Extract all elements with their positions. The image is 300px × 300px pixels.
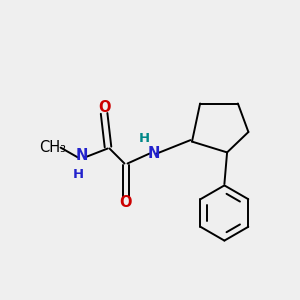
- Text: H: H: [72, 167, 84, 181]
- Text: O: O: [98, 100, 110, 116]
- Text: O: O: [120, 195, 132, 210]
- Text: H: H: [139, 131, 150, 145]
- Text: N: N: [76, 148, 88, 164]
- Text: N: N: [148, 146, 160, 161]
- Text: CH₃: CH₃: [39, 140, 66, 155]
